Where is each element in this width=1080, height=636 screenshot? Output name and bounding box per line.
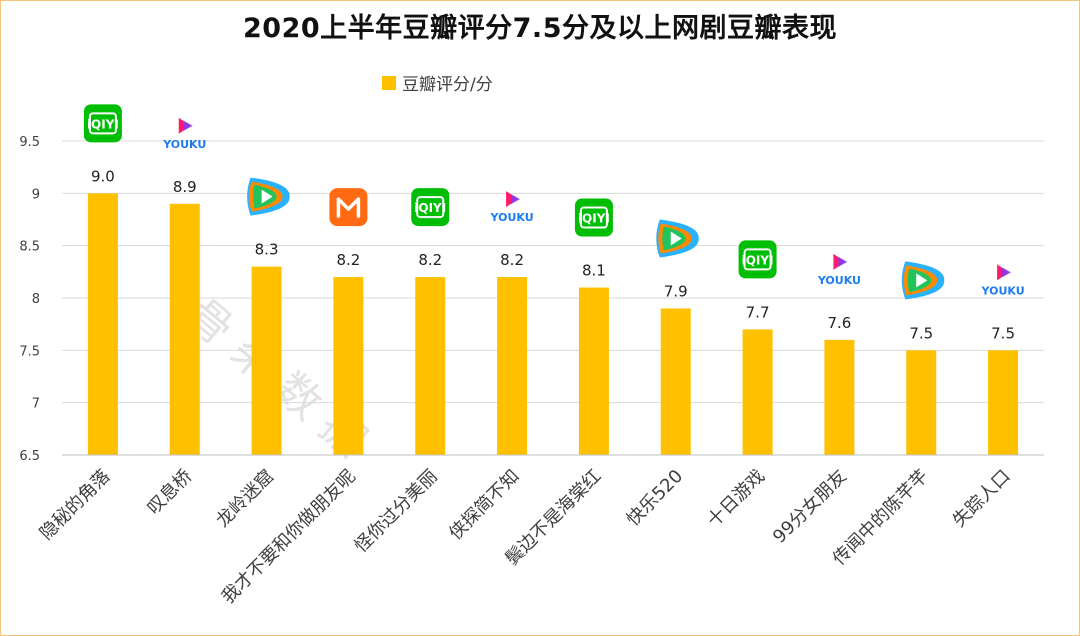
bar xyxy=(169,203,200,455)
data-label: 8.3 xyxy=(255,241,279,259)
bar xyxy=(988,350,1019,455)
y-tick-label: 7.5 xyxy=(19,344,40,359)
legend: 豆瓣评分/分 xyxy=(382,70,493,95)
y-tick-label: 7 xyxy=(32,397,40,412)
youku-logo-text: YOUKU xyxy=(817,274,861,287)
iqiyi-logo-box xyxy=(579,206,608,229)
data-label: 7.5 xyxy=(909,324,933,342)
chart-title: 2020上半年豆瓣评分7.5分及以上网剧豆瓣表现 xyxy=(243,13,837,44)
y-tick-label: 6.5 xyxy=(19,449,40,464)
iqiyi-logo-box xyxy=(416,196,445,219)
data-label: 8.9 xyxy=(173,178,197,196)
data-label: 7.7 xyxy=(746,303,770,321)
legend-swatch xyxy=(382,75,396,90)
category-label: 龙岭迷窟 xyxy=(212,466,278,532)
bar xyxy=(906,350,937,455)
iqiyi-logo-text: iQIYI xyxy=(414,201,446,215)
data-label: 8.1 xyxy=(582,262,606,280)
category-label: 叹息桥 xyxy=(143,466,196,519)
bar xyxy=(333,277,364,455)
youku-logo-text: YOUKU xyxy=(162,138,206,151)
mgtv-m-icon xyxy=(336,197,361,218)
iqiyi-logo-box xyxy=(88,112,117,135)
y-tick-label: 8.5 xyxy=(19,240,40,255)
category-label: 侠探简不知 xyxy=(445,466,523,544)
iqiyi-logo-text: iQIYI xyxy=(742,253,774,267)
iqiyi-logo-icon: iQIYI xyxy=(83,104,122,143)
category-label: 隐秘的角落 xyxy=(36,466,114,544)
youku-logo-text: YOUKU xyxy=(981,284,1025,297)
bar xyxy=(415,277,446,455)
data-label: 8.2 xyxy=(418,251,442,269)
category-label: 我才不要和你做朋友呢 xyxy=(218,466,360,608)
tencent-logo-icon xyxy=(901,261,945,300)
data-label: 7.6 xyxy=(827,314,851,332)
tencent-play-icon xyxy=(670,231,682,246)
category-label: 怪你过分美丽 xyxy=(351,466,442,557)
data-label: 7.5 xyxy=(991,324,1015,342)
category-label: 99分女朋友 xyxy=(769,466,851,548)
youku-logo-icon: YOUKU xyxy=(817,253,861,287)
iqiyi-logo-text: iQIYI xyxy=(87,117,119,131)
data-label: 8.2 xyxy=(336,251,360,269)
youku-logo-icon: YOUKU xyxy=(981,264,1025,297)
y-tick-label: 9 xyxy=(32,187,40,202)
category-label: 快乐520 xyxy=(623,466,688,531)
category-label: 失踪人口 xyxy=(949,466,1015,532)
youku-logo-icon: YOUKU xyxy=(162,117,206,151)
y-tick-label: 8 xyxy=(32,292,40,307)
bar xyxy=(660,308,691,455)
iqiyi-logo-text: iQIYI xyxy=(578,212,610,226)
youku-logo-text: YOUKU xyxy=(490,211,534,224)
bar xyxy=(742,329,773,455)
mgtv-logo-icon xyxy=(329,188,368,227)
data-label: 7.9 xyxy=(664,282,688,300)
tencent-logo-icon xyxy=(247,177,290,216)
youku-play-accent xyxy=(838,256,848,267)
tencent-logo-icon xyxy=(656,219,699,258)
data-label: 8.2 xyxy=(500,251,524,269)
bar xyxy=(824,339,855,455)
youku-play-accent xyxy=(511,194,521,205)
bar xyxy=(497,277,528,455)
iqiyi-logo-icon: iQIYI xyxy=(738,240,777,279)
category-label: 十日游戏 xyxy=(703,466,769,532)
data-label: 9.0 xyxy=(91,167,115,185)
bar xyxy=(251,266,282,455)
youku-logo-icon: YOUKU xyxy=(490,191,534,224)
iqiyi-logo-box xyxy=(743,248,772,271)
iqiyi-logo-icon: iQIYI xyxy=(574,198,613,237)
youku-play-accent xyxy=(183,120,193,131)
tencent-play-icon xyxy=(261,189,273,204)
iqiyi-logo-icon: iQIYI xyxy=(411,188,450,227)
bar xyxy=(578,287,609,455)
legend-label: 豆瓣评分/分 xyxy=(402,75,493,95)
y-tick-label: 9.5 xyxy=(19,135,40,150)
tencent-play-icon xyxy=(916,273,928,288)
bar xyxy=(87,193,118,456)
youku-play-accent xyxy=(1002,267,1012,278)
